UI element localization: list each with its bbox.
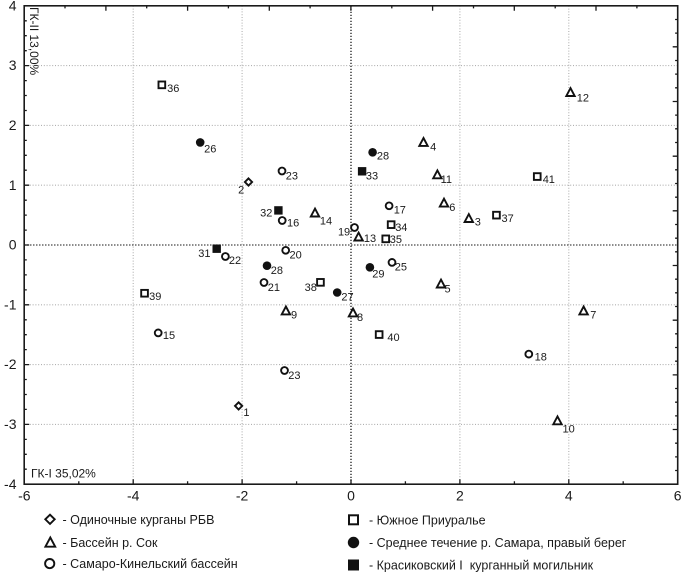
svg-text:4: 4 — [9, 0, 17, 13]
svg-text:1: 1 — [243, 407, 249, 419]
svg-text:6: 6 — [449, 202, 455, 214]
svg-text:7: 7 — [590, 309, 596, 321]
svg-text:31: 31 — [198, 248, 210, 260]
svg-text:33: 33 — [366, 171, 378, 183]
svg-text:0: 0 — [9, 237, 17, 253]
svg-text:18: 18 — [535, 351, 547, 363]
svg-text:-1: -1 — [4, 296, 17, 312]
svg-text:36: 36 — [167, 83, 179, 95]
svg-text:- Бассейн р. Сок: - Бассейн р. Сок — [63, 536, 158, 550]
svg-text:-2: -2 — [4, 356, 17, 372]
svg-text:16: 16 — [287, 217, 299, 229]
svg-text:27: 27 — [341, 291, 353, 303]
svg-text:14: 14 — [320, 215, 332, 227]
svg-text:4: 4 — [565, 488, 573, 504]
svg-text:32: 32 — [260, 208, 272, 220]
svg-text:8: 8 — [357, 312, 363, 324]
svg-text:21: 21 — [268, 282, 280, 294]
svg-text:ГК-I 35,02%: ГК-I 35,02% — [31, 467, 96, 481]
svg-text:39: 39 — [149, 291, 161, 303]
svg-text:ГК-II 13,00%: ГК-II 13,00% — [27, 7, 41, 76]
svg-text:29: 29 — [372, 269, 384, 281]
svg-text:3: 3 — [9, 57, 17, 73]
svg-text:28: 28 — [377, 150, 389, 162]
svg-text:3: 3 — [475, 217, 481, 229]
svg-text:15: 15 — [163, 330, 175, 342]
svg-text:23: 23 — [286, 170, 298, 182]
svg-text:12: 12 — [577, 93, 589, 105]
svg-text:-6: -6 — [18, 488, 31, 504]
svg-text:22: 22 — [229, 255, 241, 267]
svg-text:5: 5 — [445, 283, 451, 295]
svg-text:-4: -4 — [4, 476, 17, 492]
svg-text:23: 23 — [288, 370, 300, 382]
svg-text:41: 41 — [543, 174, 555, 186]
svg-text:-3: -3 — [4, 416, 17, 432]
svg-text:13: 13 — [364, 233, 376, 245]
svg-text:34: 34 — [395, 222, 407, 234]
svg-text:40: 40 — [387, 332, 399, 344]
svg-text:19: 19 — [338, 227, 350, 239]
svg-text:- Одиночные курганы РБВ: - Одиночные курганы РБВ — [63, 513, 215, 527]
svg-text:11: 11 — [441, 174, 452, 186]
svg-text:37: 37 — [502, 213, 514, 225]
svg-text:2: 2 — [456, 488, 464, 504]
svg-text:38: 38 — [305, 282, 317, 294]
svg-text:- Среднее течение р. Самара, п: - Среднее течение р. Самара, правый бере… — [369, 536, 627, 550]
svg-text:4: 4 — [430, 141, 436, 153]
svg-text:17: 17 — [394, 204, 406, 216]
svg-text:35: 35 — [390, 234, 402, 246]
svg-text:2: 2 — [9, 117, 17, 133]
svg-text:1: 1 — [9, 177, 17, 193]
svg-text:26: 26 — [204, 143, 216, 155]
svg-text:2: 2 — [238, 185, 244, 197]
svg-text:6: 6 — [674, 488, 682, 504]
svg-text:10: 10 — [563, 423, 575, 435]
svg-text:- Красиковский I курганный мо: - Красиковский I курганный могильник — [369, 559, 594, 572]
svg-text:0: 0 — [347, 488, 355, 504]
svg-text:9: 9 — [291, 310, 297, 322]
svg-text:-4: -4 — [127, 488, 140, 504]
svg-text:- Южное Приуралье: - Южное Приуралье — [369, 514, 486, 528]
svg-text:-2: -2 — [236, 488, 249, 504]
svg-text:- Самаро-Кинельский бассейн: - Самаро-Кинельский бассейн — [63, 557, 238, 571]
svg-text:25: 25 — [395, 262, 407, 274]
svg-text:28: 28 — [271, 265, 283, 277]
svg-text:20: 20 — [290, 250, 302, 262]
